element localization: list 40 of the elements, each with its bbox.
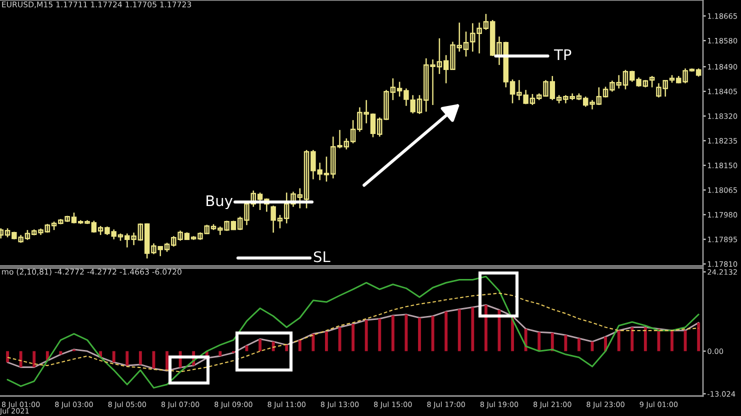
annotation: Buy	[206, 195, 233, 210]
bar	[391, 315, 394, 352]
bar	[630, 327, 634, 352]
bar	[404, 314, 408, 352]
bar	[112, 351, 116, 362]
line-series	[6, 276, 700, 389]
bar	[352, 324, 355, 352]
bar	[138, 351, 142, 365]
bar	[19, 351, 22, 368]
bar	[285, 344, 288, 352]
bar	[670, 330, 674, 352]
bar	[218, 351, 222, 356]
bar	[166, 351, 168, 371]
bar	[126, 351, 129, 366]
bar	[6, 351, 9, 362]
bar	[325, 332, 328, 352]
bar	[458, 309, 461, 352]
bar	[617, 330, 620, 352]
bar	[258, 339, 262, 352]
bar	[471, 307, 474, 352]
bar	[657, 328, 660, 352]
bar	[59, 351, 62, 354]
bar	[312, 334, 315, 352]
bar	[538, 332, 541, 352]
bar	[378, 318, 382, 352]
bar	[444, 312, 448, 352]
bar	[298, 340, 302, 352]
bar	[364, 320, 368, 352]
line-series	[6, 304, 700, 372]
bar	[578, 338, 580, 352]
bar	[484, 304, 488, 352]
bar	[697, 322, 700, 352]
bar	[272, 342, 275, 352]
bar	[550, 332, 554, 352]
bar	[644, 327, 647, 352]
annotation: TP	[554, 49, 572, 60]
bar	[564, 335, 568, 352]
bar	[32, 351, 36, 368]
bar	[418, 318, 421, 352]
annotation: SL	[314, 251, 330, 262]
